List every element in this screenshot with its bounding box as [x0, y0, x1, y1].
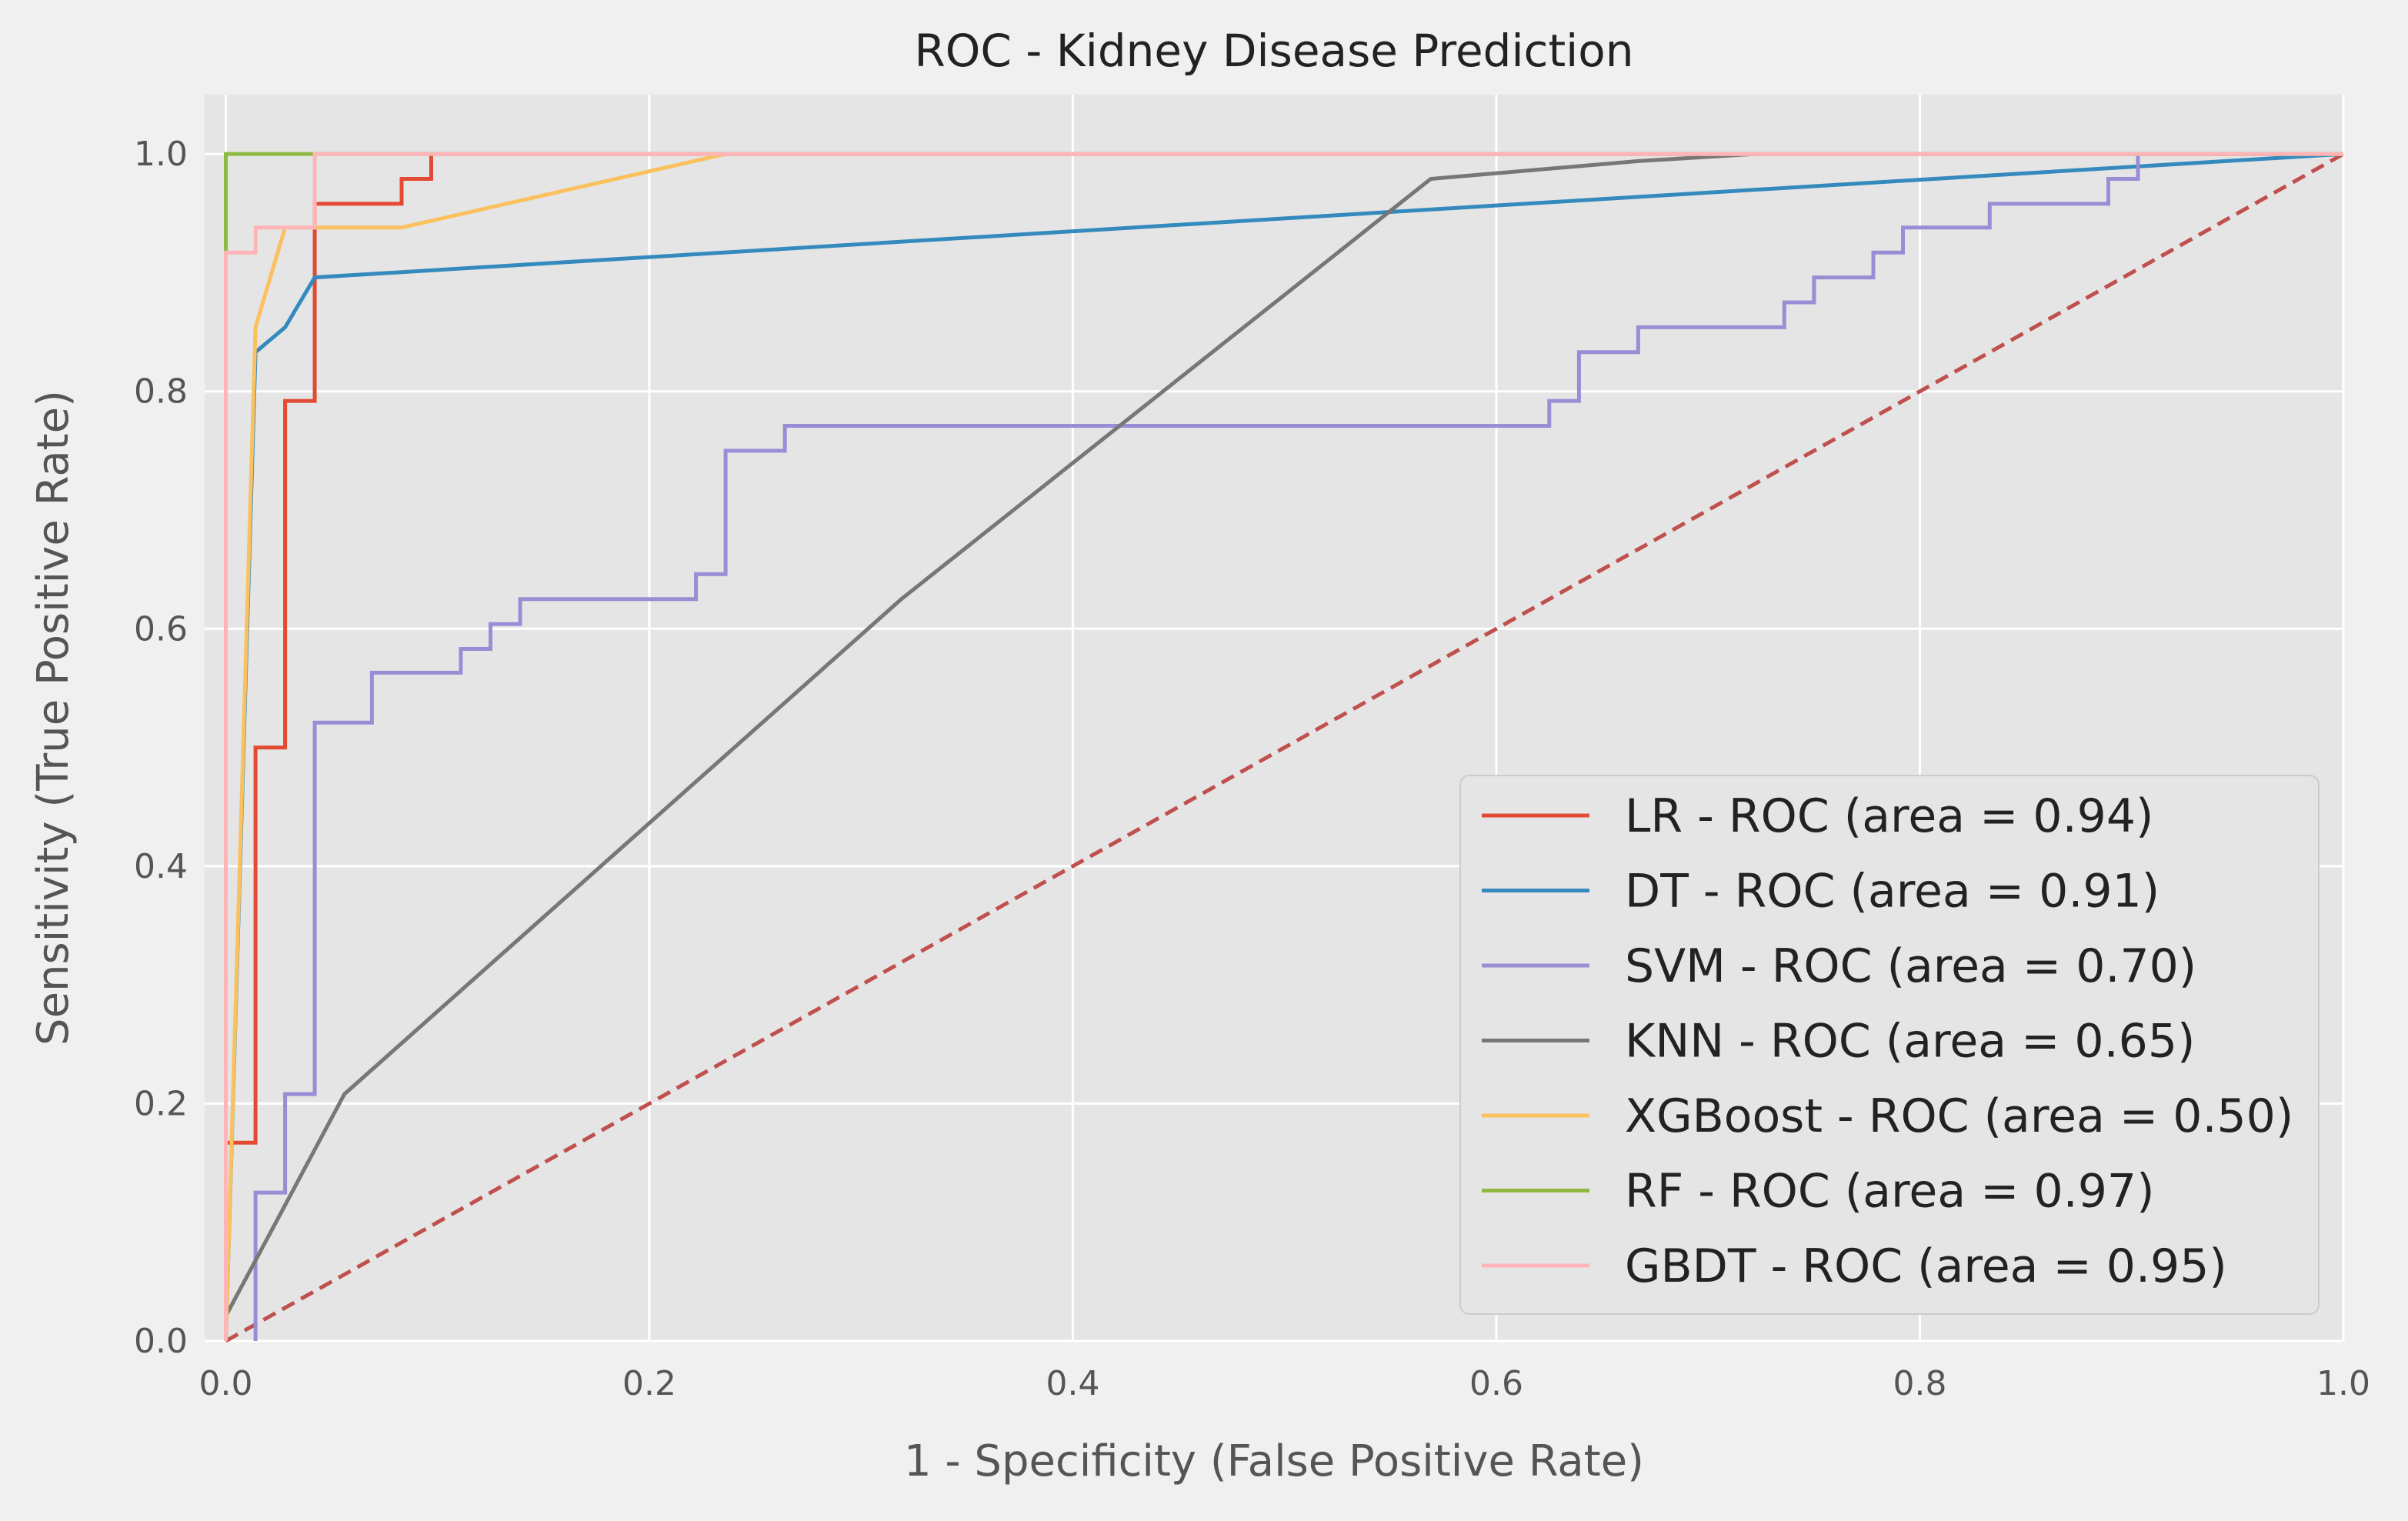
- chart-title: ROC - Kidney Disease Prediction: [914, 25, 1633, 77]
- series-line-2: [253, 152, 2343, 1341]
- x-axis-label: 1 - Specificity (False Positive Rate): [904, 1436, 1644, 1486]
- y-axis-label: Sensitivity (True Positive Rate): [28, 390, 78, 1046]
- legend-label-5: RF - ROC (area = 0.97): [1625, 1165, 2155, 1219]
- x-tick-label: 1.0: [2316, 1364, 2370, 1403]
- y-tick-labels: 0.0 0.2 0.4 0.6 0.8 1.0: [134, 135, 188, 1361]
- series-line-0: [224, 152, 2343, 1341]
- x-tick-labels: 0.0 0.2 0.4 0.6 0.8 1.0: [199, 1364, 2370, 1403]
- y-tick-label: 0.2: [134, 1084, 188, 1123]
- x-tick-label: 0.6: [1469, 1364, 1523, 1403]
- legend-label-1: DT - ROC (area = 0.91): [1625, 865, 2160, 919]
- legend-box: [1459, 775, 2320, 1315]
- x-tick-label: 0.4: [1046, 1364, 1100, 1403]
- legend-label-6: GBDT - ROC (area = 0.95): [1625, 1239, 2227, 1293]
- y-tick-label: 0.4: [134, 847, 188, 886]
- roc-series: [224, 152, 2344, 1342]
- legend-label-3: KNN - ROC (area = 0.65): [1625, 1015, 2195, 1069]
- reference-diagonal: [225, 152, 2345, 1343]
- y-tick-label: 1.0: [134, 135, 188, 174]
- x-tick-label: 0.2: [622, 1364, 676, 1403]
- y-tick-label: 0.0: [134, 1322, 188, 1361]
- series-line-6: [224, 152, 2343, 1341]
- y-tick-label: 0.6: [134, 609, 188, 649]
- y-tick-label: 0.8: [134, 372, 188, 412]
- x-tick-label: 0.0: [199, 1364, 253, 1403]
- legend-label-2: SVM - ROC (area = 0.70): [1625, 939, 2196, 993]
- x-tick-label: 0.8: [1893, 1364, 1947, 1403]
- diagonal-line: [225, 152, 2345, 1343]
- legend: LR - ROC (area = 0.94) DT - ROC (area = 0…: [1459, 775, 2320, 1315]
- legend-label-4: XGBoost - ROC (area = 0.50): [1625, 1089, 2293, 1143]
- legend-label-0: LR - ROC (area = 0.94): [1625, 789, 2153, 843]
